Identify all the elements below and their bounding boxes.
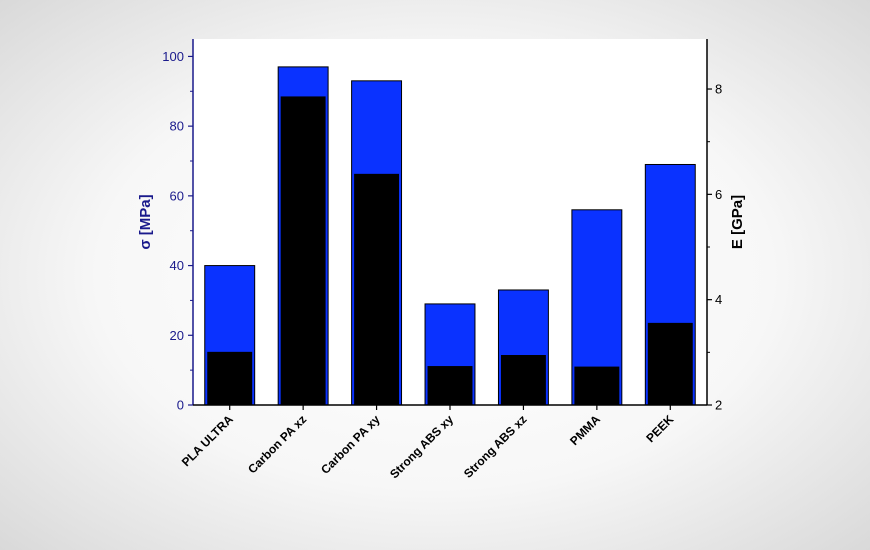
y-tick-label-right: 8	[715, 82, 722, 97]
y-tick-label-left: 60	[170, 188, 184, 203]
x-tick-label: Strong ABS xz	[461, 412, 530, 481]
y-tick-label-left: 40	[170, 258, 184, 273]
y-tick-label-left: 80	[170, 119, 184, 134]
bar-modulus	[207, 351, 253, 406]
y-tick-label-left: 20	[170, 328, 184, 343]
y-tick-label-right: 4	[715, 292, 722, 307]
x-tick-label: PEEK	[643, 412, 676, 445]
x-tick-label: Carbon PA xz	[245, 412, 309, 476]
y-tick-label-right: 6	[715, 187, 722, 202]
x-tick-label: Carbon PA xy	[318, 412, 383, 477]
bar-modulus	[427, 366, 473, 406]
x-tick-label: Strong ABS xy	[387, 412, 456, 481]
bar-modulus	[647, 322, 693, 406]
x-tick-label: PMMA	[567, 412, 603, 448]
x-tick-label: PLA ULTRA	[179, 412, 236, 469]
bars	[204, 66, 696, 406]
y-tick-label-right: 2	[715, 398, 722, 413]
y-tick-label-left: 0	[177, 398, 184, 413]
bar-modulus	[500, 354, 546, 406]
y-axis-label-right: E [GPa]	[729, 195, 746, 249]
y-axis-label-left: σ [MPa]	[137, 194, 154, 249]
bar-modulus	[280, 96, 326, 406]
bar-modulus	[354, 173, 400, 406]
bar-modulus	[574, 366, 620, 406]
y-tick-label-left: 100	[162, 49, 184, 64]
